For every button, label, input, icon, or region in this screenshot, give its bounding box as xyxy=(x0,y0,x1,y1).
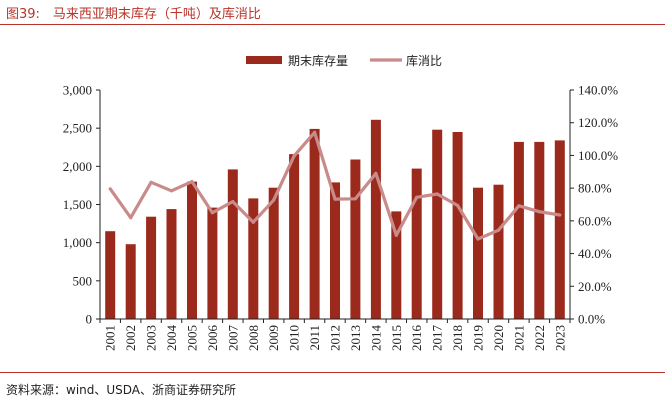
legend-label-ratio: 库消比 xyxy=(406,53,442,68)
bar-2022 xyxy=(534,141,545,319)
x-tick-label-2015: 2015 xyxy=(389,325,404,351)
bar-2002 xyxy=(125,244,136,319)
bar-2009 xyxy=(268,187,279,319)
line-point-2017 xyxy=(435,192,439,196)
line-point-2015 xyxy=(394,233,398,237)
bar-series xyxy=(105,119,565,319)
line-point-2019 xyxy=(476,237,480,241)
x-tick-label-2012: 2012 xyxy=(328,325,343,351)
bar-2006 xyxy=(207,207,218,319)
x-tick-label-2014: 2014 xyxy=(368,325,383,352)
left-tick-label: 2,500 xyxy=(63,121,92,136)
x-tick-label-2005: 2005 xyxy=(184,325,199,351)
line-point-2010 xyxy=(292,154,296,158)
left-tick-label: 3,000 xyxy=(63,83,92,98)
bar-2017 xyxy=(432,129,443,319)
source-note: 资料来源：wind、USDA、浙商证券研究所 xyxy=(6,383,237,397)
bar-2004 xyxy=(166,209,177,319)
x-tick-label-2009: 2009 xyxy=(266,325,281,351)
left-tick-label: 500 xyxy=(73,273,93,288)
right-tick-label: 140.0% xyxy=(578,83,618,98)
line-point-2023 xyxy=(558,213,562,217)
bar-2003 xyxy=(146,216,157,319)
x-tick-label-2021: 2021 xyxy=(511,325,526,351)
line-point-2016 xyxy=(415,195,419,199)
bar-2013 xyxy=(350,159,361,319)
legend-swatch-inventory xyxy=(246,56,282,64)
legend-label-inventory: 期末库存量 xyxy=(288,53,348,68)
right-tick-label: 100.0% xyxy=(578,148,618,163)
x-tick-label-2008: 2008 xyxy=(246,325,261,351)
line-point-2004 xyxy=(169,189,174,193)
x-tick-label-2006: 2006 xyxy=(205,325,220,352)
bar-2011 xyxy=(309,128,320,319)
bar-2021 xyxy=(513,141,524,319)
right-tick-label: 40.0% xyxy=(578,246,612,261)
line-point-2002 xyxy=(129,216,133,220)
bar-2018 xyxy=(452,132,463,319)
line-point-2008 xyxy=(251,220,255,224)
line-point-2001 xyxy=(108,187,112,191)
line-series xyxy=(108,130,562,241)
x-tick-label-2022: 2022 xyxy=(532,325,547,351)
x-tick-label-2007: 2007 xyxy=(225,325,240,352)
line-point-2007 xyxy=(231,200,235,204)
axes: 0 500 1,000 1,500 2,000 2,500 3,000 0.0% 20.0% 40… xyxy=(63,83,619,352)
line-point-2006 xyxy=(210,211,214,215)
line-point-2013 xyxy=(353,197,357,201)
legend: 期末库存量 库消比 xyxy=(246,53,442,68)
x-tick-label-2016: 2016 xyxy=(409,325,424,352)
right-tick-label: 0.0% xyxy=(578,312,605,327)
line-point-2018 xyxy=(456,203,460,208)
x-tick-label-2010: 2010 xyxy=(287,325,302,351)
bar-2014 xyxy=(370,119,381,319)
bar-2012 xyxy=(330,182,340,319)
left-tick-label: 2,000 xyxy=(63,159,92,174)
bar-2023 xyxy=(554,140,565,319)
left-tick-label: 1,000 xyxy=(63,235,92,250)
title-rule xyxy=(0,24,665,25)
figure-title: 图39: 马来西亚期末库存（千吨）及库消比 xyxy=(6,7,261,22)
x-tick-label-2019: 2019 xyxy=(471,325,486,351)
source-rule xyxy=(0,372,665,373)
right-tick-label: 20.0% xyxy=(578,279,612,294)
left-tick-label: 0 xyxy=(86,312,93,327)
line-point-2009 xyxy=(272,198,276,202)
bar-2001 xyxy=(105,231,116,319)
bar-2015 xyxy=(391,211,402,319)
right-tick-label: 80.0% xyxy=(578,181,612,196)
line-point-2020 xyxy=(496,228,501,232)
bar-2016 xyxy=(411,168,422,319)
x-tick-label-2023: 2023 xyxy=(552,325,567,351)
bar-2010 xyxy=(289,154,300,319)
line-point-2022 xyxy=(537,210,541,214)
line-point-2011 xyxy=(313,130,317,134)
x-tick-label-2017: 2017 xyxy=(430,325,445,352)
bar-2005 xyxy=(187,181,197,319)
right-tick-label: 120.0% xyxy=(578,115,618,130)
line-point-2021 xyxy=(517,204,521,208)
x-tick-label-2001: 2001 xyxy=(103,325,118,351)
x-tick-label-2004: 2004 xyxy=(164,325,179,352)
line-point-2012 xyxy=(333,197,337,201)
bar-2020 xyxy=(493,184,504,319)
line-point-2003 xyxy=(149,180,153,184)
x-tick-label-2020: 2020 xyxy=(491,325,506,351)
x-tick-label-2002: 2002 xyxy=(123,325,138,351)
x-tick-label-2003: 2003 xyxy=(144,325,159,351)
left-tick-label: 1,500 xyxy=(63,197,92,212)
bar-2007 xyxy=(227,169,238,319)
bar-2008 xyxy=(248,198,259,319)
line-point-2005 xyxy=(190,180,194,184)
x-tick-label-2013: 2013 xyxy=(348,325,363,351)
line-point-2014 xyxy=(374,171,378,175)
x-tick-label-2011: 2011 xyxy=(307,325,322,351)
x-tick-label-2018: 2018 xyxy=(450,325,465,351)
right-tick-label: 60.0% xyxy=(578,213,612,228)
bar-2019 xyxy=(473,187,483,319)
